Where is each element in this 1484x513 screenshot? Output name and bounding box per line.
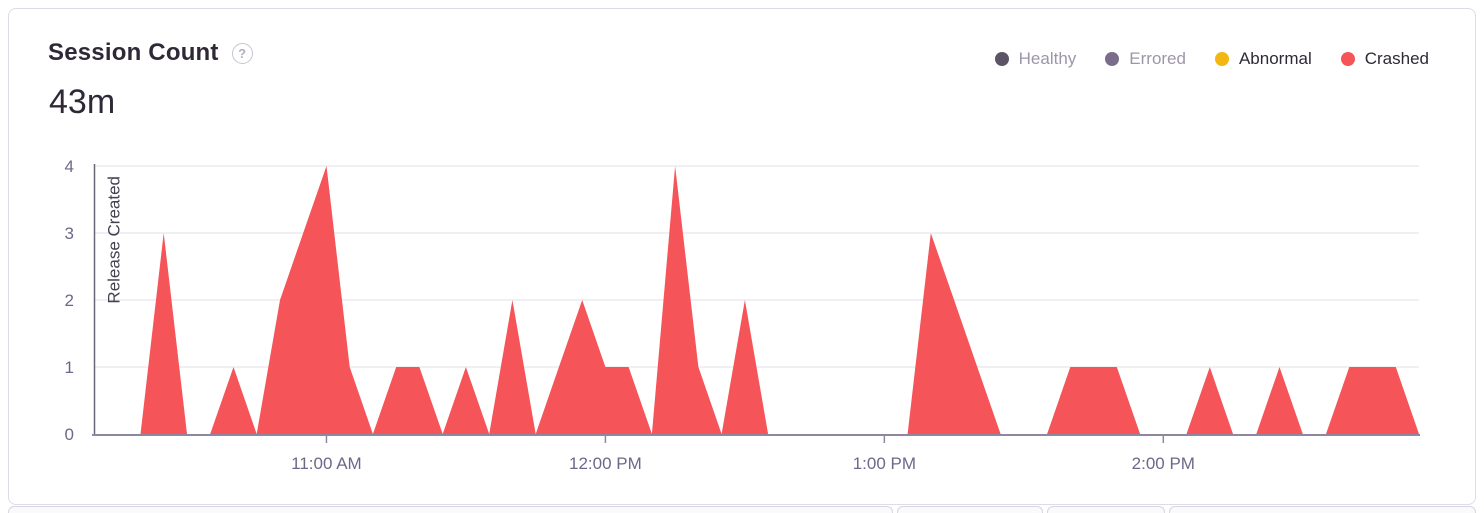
y-tick-label: 0	[65, 425, 74, 444]
legend-label: Abnormal	[1238, 49, 1312, 68]
session-chart-area: 0 1 2 3 4 11:00 AM 12:00 PM 1:00 PM 2:00 PM Relea…	[9, 9, 1475, 504]
crashed-area-series	[94, 166, 1419, 434]
release-marker-label: Release Created	[105, 176, 124, 304]
legend-label: Crashed	[1364, 49, 1429, 68]
legend-item-crashed[interactable]: Crashed	[1340, 49, 1429, 69]
x-tick-label: 11:00 AM	[291, 454, 362, 473]
chart-legend: Healthy Errored Abnormal Crashed	[994, 49, 1429, 69]
next-card-top	[1047, 506, 1165, 513]
next-card-top	[8, 506, 893, 513]
session-count-card: Session Count ? 43m Healthy Errored Abno…	[8, 8, 1476, 505]
card-header: Session Count ?	[48, 39, 253, 67]
x-tick-label: 12:00 PM	[569, 454, 642, 473]
crashed-dot-icon	[1340, 52, 1355, 66]
y-tick-label: 1	[65, 358, 74, 377]
x-tick-label: 2:00 PM	[1132, 454, 1195, 473]
help-icon[interactable]: ?	[231, 42, 253, 64]
legend-label: Healthy	[1018, 49, 1077, 68]
next-card-top	[897, 506, 1043, 513]
abnormal-dot-icon	[1214, 52, 1229, 66]
legend-item-healthy[interactable]: Healthy	[994, 49, 1077, 69]
errored-dot-icon	[1105, 52, 1120, 66]
y-tick-label: 4	[65, 157, 74, 176]
y-tick-label: 2	[65, 291, 74, 310]
legend-item-errored[interactable]: Errored	[1105, 49, 1186, 69]
session-count-value: 43m	[49, 83, 116, 121]
card-title: Session Count	[48, 39, 219, 66]
next-row-cards-peek	[0, 506, 1484, 513]
y-tick-label: 3	[65, 224, 74, 243]
next-card-top	[1169, 506, 1476, 513]
session-count-chart[interactable]: 0 1 2 3 4 11:00 AM 12:00 PM 1:00 PM 2:00 PM Relea…	[9, 9, 1477, 506]
x-tick-label: 1:00 PM	[853, 454, 916, 473]
legend-item-abnormal[interactable]: Abnormal	[1214, 49, 1312, 69]
healthy-dot-icon	[994, 52, 1009, 66]
legend-label: Errored	[1129, 49, 1186, 68]
